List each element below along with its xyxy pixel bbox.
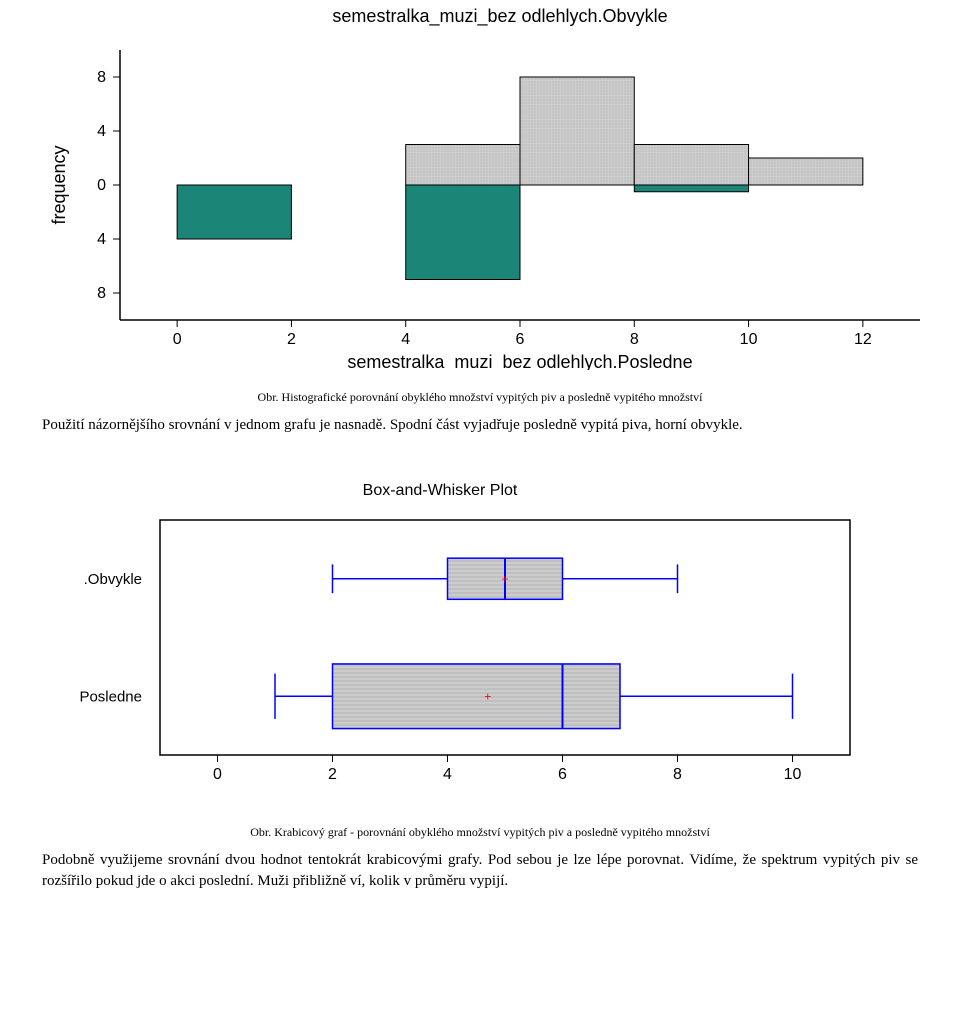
svg-text:semestralka_muzi_bez odlehlych: semestralka_muzi_bez odlehlych.Posledne (347, 352, 692, 370)
svg-text:6: 6 (558, 766, 567, 783)
svg-text:+: + (501, 572, 508, 586)
histogram-chart: semestralka_muzi_bez odlehlych.Obvykle 0 2… (0, 0, 960, 370)
svg-text:.Obvykle: .Obvykle (84, 571, 142, 588)
svg-text:2: 2 (328, 766, 337, 783)
svg-text:8: 8 (97, 69, 106, 86)
svg-text:+: + (484, 690, 491, 704)
svg-text:4: 4 (97, 231, 106, 248)
svg-text:10: 10 (740, 331, 758, 348)
boxplot-caption: Obr. Krabicový graf - porovnání obyklého… (140, 825, 820, 840)
svg-text:8: 8 (673, 766, 682, 783)
svg-text:8: 8 (97, 285, 106, 302)
svg-text:frequency: frequency (49, 145, 69, 224)
svg-text:0: 0 (213, 766, 222, 783)
svg-text:Posledne: Posledne (79, 689, 142, 706)
paragraph-1: Použití názornějšího srovnání v jednom g… (42, 415, 918, 435)
svg-text:8: 8 (630, 331, 639, 348)
svg-text:2: 2 (287, 331, 296, 348)
svg-text:12: 12 (854, 331, 872, 348)
svg-text:0: 0 (173, 331, 182, 348)
histogram-caption: Obr. Histografické porovnání obyklého mn… (140, 390, 820, 405)
svg-text:semestralka_muzi_bez odlehlych: semestralka_muzi_bez odlehlych.Obvykle (332, 6, 667, 27)
svg-text:4: 4 (401, 331, 410, 348)
svg-text:0: 0 (97, 177, 106, 194)
paragraph-2: Podobně využijeme srovnání dvou hodnot t… (42, 850, 918, 891)
svg-text:6: 6 (516, 331, 525, 348)
svg-text:10: 10 (784, 766, 802, 783)
svg-text:4: 4 (443, 766, 452, 783)
svg-text:Box-and-Whisker Plot: Box-and-Whisker Plot (363, 482, 518, 499)
svg-text:4: 4 (97, 123, 106, 140)
boxplot-chart: Box-and-Whisker Plot + .Obvykle + Posledne 0 2… (0, 475, 960, 805)
